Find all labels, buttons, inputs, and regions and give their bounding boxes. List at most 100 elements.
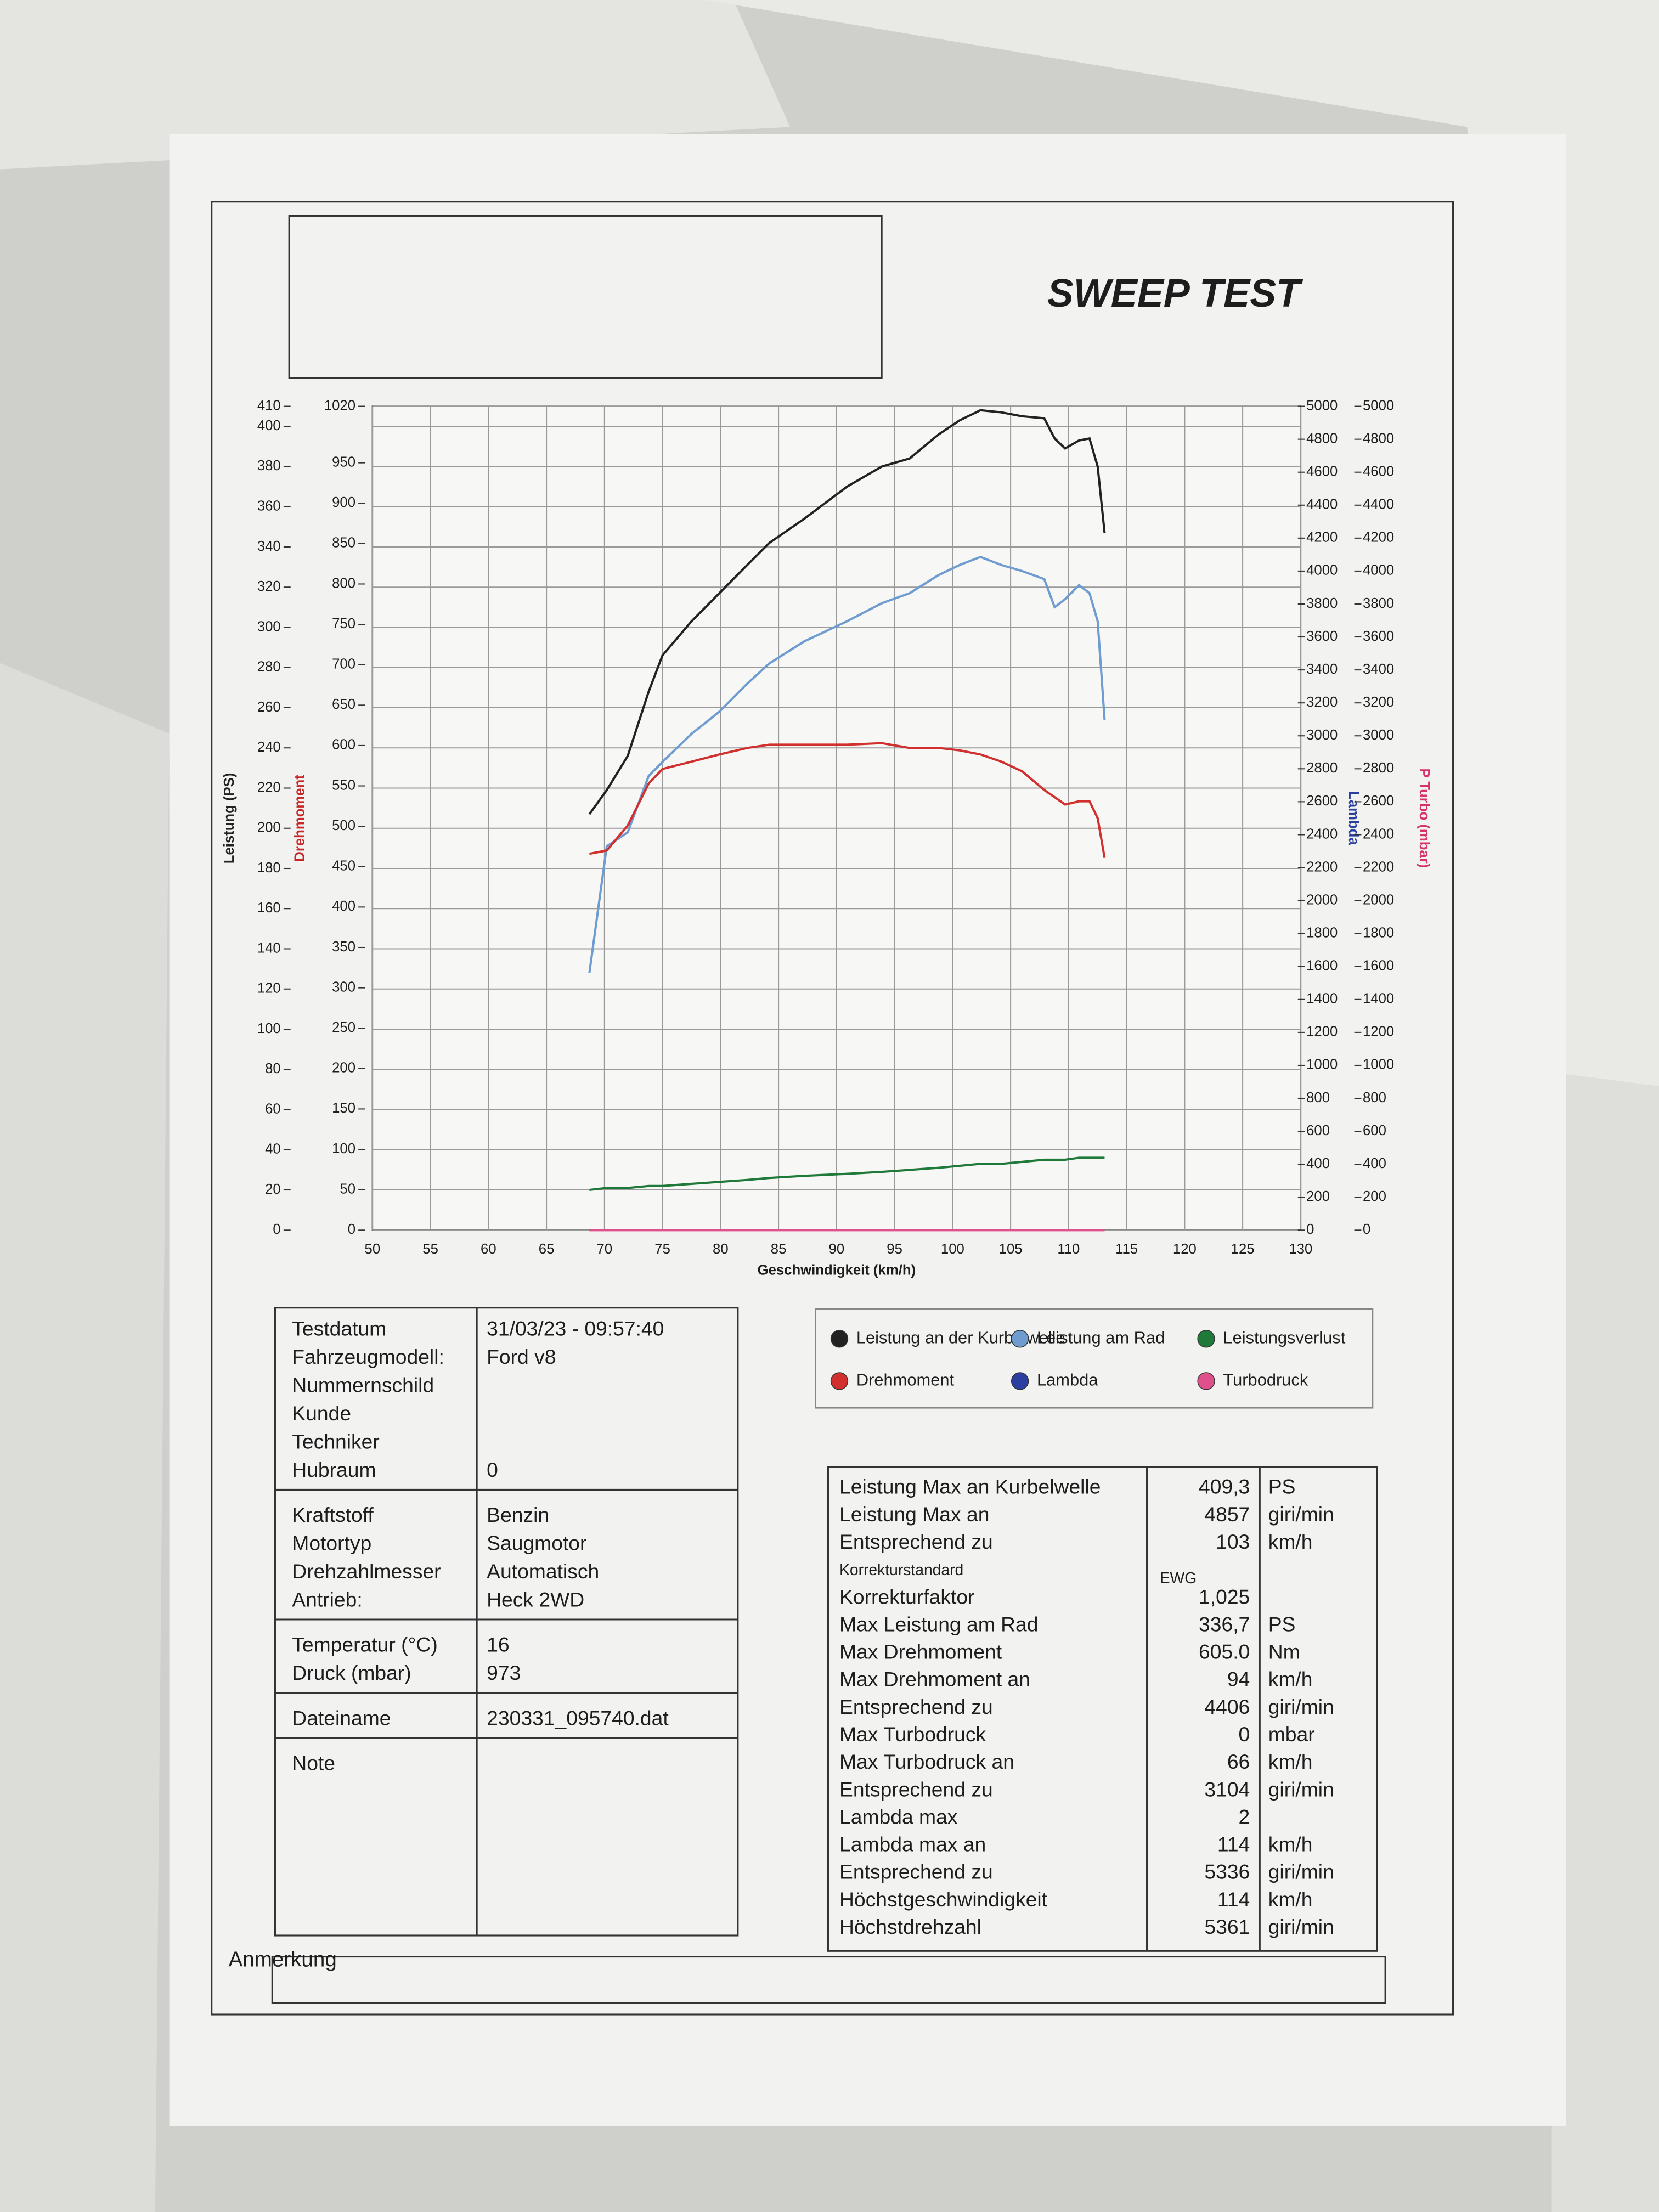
y-tick-label: 4800 — [1306, 431, 1338, 446]
y-tick-label: 250 — [332, 1020, 356, 1035]
y-tick-label: 5000 — [1363, 398, 1394, 413]
y-tick-label: 120 — [257, 981, 281, 996]
background-sheet — [1551, 1072, 1659, 2212]
stats-unit: km/h — [1268, 1750, 1313, 1773]
info-label: Testdatum — [292, 1317, 386, 1340]
y-tick-label: 1800 — [1306, 925, 1338, 940]
legend-swatch — [1011, 1372, 1029, 1390]
stats-unit: giri/min — [1268, 1778, 1334, 1801]
y-tick-label: 2800 — [1306, 760, 1338, 776]
y-tick-label: 850 — [332, 535, 356, 551]
info-label: Drehzahlmesser — [292, 1560, 441, 1583]
y-tick-label: 2400 — [1306, 826, 1338, 842]
stats-value: 94 — [1227, 1668, 1250, 1691]
stats-label: Max Leistung am Rad — [839, 1612, 1039, 1635]
y-tick-label: 0 — [1363, 1222, 1370, 1237]
y-tick-label: 100 — [332, 1141, 356, 1156]
y-tick-label: 800 — [1363, 1090, 1386, 1105]
logo-box — [288, 215, 883, 379]
series-line — [588, 555, 1106, 973]
y-tick-label: 60 — [265, 1101, 281, 1116]
x-tick-label: 80 — [713, 1242, 729, 1257]
stats-value: 5336 — [1204, 1860, 1250, 1883]
y-tick-label: 200 — [257, 820, 281, 836]
stats-value: 0 — [1239, 1723, 1250, 1746]
stats-value: 4857 — [1204, 1503, 1250, 1526]
y-tick-label: 350 — [332, 939, 356, 955]
info-label: Kunde — [292, 1402, 351, 1425]
y-tick-label: 1200 — [1306, 1024, 1338, 1040]
y-axis-title: Lambda — [1346, 791, 1361, 845]
stats-label: Lambda max an — [839, 1833, 986, 1856]
stats-value: 114 — [1217, 1888, 1250, 1911]
stats-unit: giri/min — [1268, 1860, 1334, 1883]
y-tick-label: 3000 — [1363, 727, 1394, 743]
legend-label: Turbodruck — [1223, 1370, 1308, 1390]
stats-label: Max Turbodruck — [839, 1723, 986, 1746]
info-label: Druck (mbar) — [292, 1661, 411, 1684]
x-tick-label: 100 — [941, 1242, 964, 1257]
y-tick-label: 450 — [332, 859, 356, 874]
y-tick-label: 380 — [257, 458, 281, 473]
y-tick-label: 300 — [332, 979, 356, 995]
y-tick-label: 800 — [1306, 1090, 1330, 1105]
info-label: Temperatur (°C) — [292, 1633, 437, 1656]
stats-standard: EWG — [1160, 1569, 1197, 1587]
y-tick-label: 0 — [1306, 1222, 1314, 1237]
info-label: Techniker — [292, 1430, 380, 1453]
y-tick-label: 410 — [257, 398, 281, 413]
y-tick-label: 0 — [273, 1222, 280, 1237]
stats-value: 114 — [1217, 1833, 1250, 1856]
title: SWEEP TEST — [1047, 272, 1304, 315]
y-tick-label: 900 — [332, 495, 356, 510]
y-tick-label: 2600 — [1306, 793, 1338, 809]
y-tick-label: 2400 — [1363, 826, 1394, 842]
y-tick-label: 150 — [332, 1101, 356, 1116]
info-table — [274, 1307, 739, 1937]
y-tick-label: 4000 — [1363, 563, 1394, 578]
stats-label: Entsprechend zu — [839, 1695, 993, 1718]
y-tick-label: 4600 — [1363, 464, 1394, 479]
stats-label: Höchstgeschwindigkeit — [839, 1888, 1048, 1911]
background-sheet — [0, 663, 170, 2212]
series-line — [589, 1156, 1105, 1192]
y-tick-label: 4200 — [1363, 530, 1394, 545]
stats-label: Max Drehmoment an — [839, 1668, 1030, 1691]
y-tick-label: 950 — [332, 454, 356, 470]
stats-label: Leistung Max an Kurbelwelle — [839, 1475, 1101, 1498]
stats-label: Max Turbodruck an — [839, 1750, 1014, 1773]
y-tick-label: 3000 — [1306, 727, 1338, 743]
stats-label: Korrekturfaktor — [839, 1585, 974, 1608]
legend-label: Leistungsverlust — [1223, 1328, 1345, 1347]
legend-swatch — [1011, 1330, 1029, 1348]
stats-unit: Nm — [1268, 1640, 1300, 1663]
y-tick-label: 80 — [265, 1061, 281, 1076]
y-tick-label: 360 — [257, 499, 281, 514]
y-tick-label: 5000 — [1306, 398, 1338, 413]
y-tick-label: 200 — [1306, 1189, 1330, 1204]
y-tick-label: 600 — [1363, 1123, 1386, 1138]
y-tick-label: 3400 — [1363, 662, 1394, 677]
stats-unit: PS — [1268, 1475, 1296, 1498]
y-tick-label: 600 — [332, 737, 356, 753]
legend-swatch — [830, 1330, 849, 1348]
stats-value: 3104 — [1204, 1778, 1250, 1801]
x-tick-label: 50 — [365, 1242, 381, 1257]
stats-label: Höchstdrehzahl — [839, 1915, 981, 1938]
stats-unit: mbar — [1268, 1723, 1315, 1746]
stats-value: 605.0 — [1199, 1640, 1250, 1663]
y-tick-label: 340 — [257, 539, 281, 554]
y-tick-label: 3200 — [1363, 695, 1394, 710]
y-tick-label: 2600 — [1363, 793, 1394, 809]
x-tick-label: 125 — [1231, 1242, 1255, 1257]
x-tick-label: 115 — [1115, 1242, 1138, 1257]
stats-label: Leistung Max an — [839, 1503, 989, 1526]
info-value: 31/03/23 - 09:57:40 — [487, 1317, 664, 1340]
stats-value: 336,7 — [1199, 1612, 1250, 1635]
info-value: 0 — [487, 1458, 498, 1481]
y-tick-label: 4400 — [1363, 497, 1394, 512]
y-tick-label: 400 — [257, 418, 281, 433]
y-tick-label: 140 — [257, 940, 281, 956]
legend-label: Drehmoment — [856, 1370, 955, 1390]
info-label: Dateiname — [292, 1706, 391, 1729]
